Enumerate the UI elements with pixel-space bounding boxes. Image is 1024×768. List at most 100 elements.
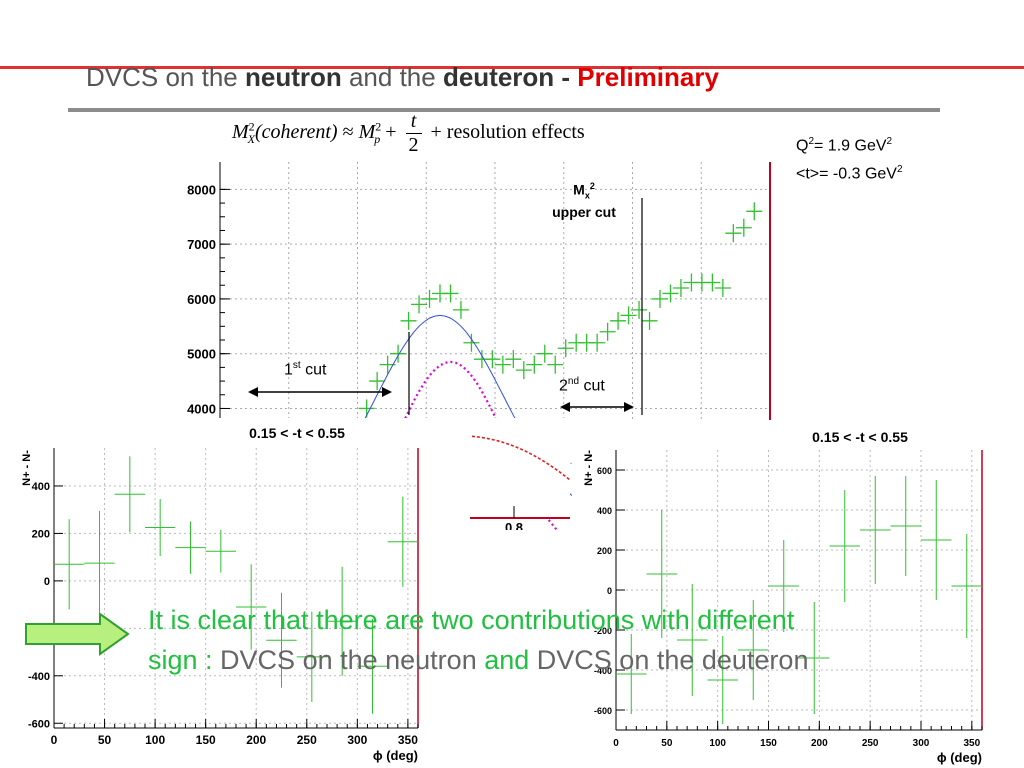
- first-cut-arrow: [248, 387, 392, 397]
- data-point: [145, 499, 176, 556]
- data-point: [54, 519, 85, 610]
- data-point: [672, 278, 689, 297]
- fit-background-curve: [461, 435, 571, 481]
- data-point: [536, 344, 553, 363]
- data-point: [799, 602, 830, 714]
- data-point: [641, 311, 658, 330]
- data-point: [175, 521, 206, 574]
- data-point: [357, 618, 388, 714]
- top-red-rule: [0, 66, 1024, 69]
- x-tick-label: 250: [862, 738, 879, 749]
- data-point: [442, 284, 459, 303]
- y-tick-label: -400: [594, 666, 612, 676]
- data-point: [677, 584, 708, 696]
- arrow-head-left: [560, 402, 570, 412]
- x-tick-label: 150: [760, 738, 777, 749]
- x-tick-label: 200: [246, 733, 266, 747]
- t-value: <t>= -0.3 GeV2: [796, 164, 903, 183]
- x-tick-label: 350: [963, 738, 980, 749]
- title-bold-neutron: neutron: [244, 62, 342, 92]
- y-tick-label: -600: [594, 706, 612, 716]
- data-point: [84, 510, 115, 616]
- data-point: [400, 311, 417, 330]
- conclusion-line-1: It is clear that there are two contribut…: [148, 605, 795, 635]
- second-cut-label: 2nd cut: [559, 376, 605, 395]
- y-tick-label: 400: [597, 506, 612, 516]
- title-preliminary: Preliminary: [577, 62, 719, 92]
- x-axis-label: ϕ (deg): [937, 750, 982, 765]
- data-point: [631, 300, 648, 319]
- data-point: [557, 339, 574, 358]
- data-point: [236, 564, 267, 650]
- y-tick-label: -400: [28, 671, 50, 683]
- data-point: [452, 300, 469, 319]
- title-bold-deuteron: deuteron -: [442, 62, 578, 92]
- chart-title: 0.15 < -t < 0.55: [249, 425, 345, 441]
- data-point: [704, 273, 721, 292]
- title-part-1: DVCS on the: [86, 62, 245, 92]
- y-axis-label: N+ - N-: [21, 450, 33, 486]
- data-point: [387, 496, 418, 587]
- x-tick-label: 50: [661, 738, 673, 749]
- data-point: [505, 350, 522, 369]
- first-cut-label: 1st cut: [284, 360, 327, 379]
- data-point: [735, 218, 752, 237]
- title-underline: [68, 108, 940, 112]
- y-tick-label: 4000: [187, 401, 216, 416]
- data-point: [484, 350, 501, 369]
- y-tick-label: 5000: [187, 347, 216, 362]
- data-point: [205, 529, 236, 573]
- y-tick-label: -200: [594, 626, 612, 636]
- conclusion-line-2: sign : DVCS on the neutron and DVCS on t…: [148, 645, 809, 675]
- data-point: [707, 636, 738, 724]
- data-point: [547, 355, 564, 374]
- data-point: [463, 333, 480, 352]
- right-arrow-icon: [25, 612, 130, 656]
- data-point: [768, 540, 799, 632]
- y-tick-label: 0: [44, 576, 50, 588]
- arrow-head-right: [382, 387, 392, 397]
- data-point: [390, 344, 407, 363]
- data-point: [515, 361, 532, 380]
- data-point: [616, 634, 647, 714]
- y-tick-label: 600: [597, 466, 612, 476]
- data-point: [746, 202, 763, 221]
- data-point: [610, 311, 627, 330]
- data-point: [421, 289, 438, 308]
- data-point: [620, 306, 637, 325]
- title-part-2: and the: [341, 62, 443, 92]
- y-tick-label: 7000: [187, 237, 216, 252]
- data-point: [494, 355, 511, 374]
- y-tick-label: -600: [28, 718, 50, 730]
- y-tick-label: 8000: [187, 182, 216, 197]
- right-phi-panel: 600 400 200 0 -200 -400 -600 0 50 100 150 200 250 300…: [572, 420, 1024, 768]
- data-point: [725, 224, 742, 243]
- arrow-head-right: [624, 402, 634, 412]
- conclusion-text: It is clear that there are two contribut…: [148, 600, 808, 680]
- data-point: [662, 284, 679, 303]
- x-tick-label: 350: [398, 733, 418, 747]
- data-point: [327, 566, 358, 676]
- y-tick-label: 200: [597, 546, 612, 556]
- arrow-head-left: [248, 387, 258, 397]
- x-tick-label: 300: [347, 733, 367, 747]
- lower-fragment-bg: [462, 418, 570, 518]
- data-point: [646, 510, 677, 638]
- data-point: [266, 592, 297, 688]
- data-point: [652, 289, 668, 308]
- data-point: [921, 480, 952, 600]
- x-tick-label: 0: [51, 733, 58, 747]
- data-point: [296, 611, 327, 702]
- data-point: [738, 600, 769, 700]
- x-axis-label: ϕ (deg): [373, 748, 418, 763]
- x-tick-label: 100: [145, 733, 165, 747]
- data-point: [860, 476, 891, 584]
- x-tick-label: 100: [709, 738, 726, 749]
- y-tick-label: 0: [607, 586, 612, 596]
- x-tick-label: 0: [613, 738, 619, 749]
- mx2-chart: 8000700060005000400030000.8: [187, 162, 771, 530]
- x-tick-label: 250: [297, 733, 317, 747]
- right-phi-chart: 600 400 200 0 -200 -400 -600 0 50 100 150 200 250 300…: [583, 429, 983, 765]
